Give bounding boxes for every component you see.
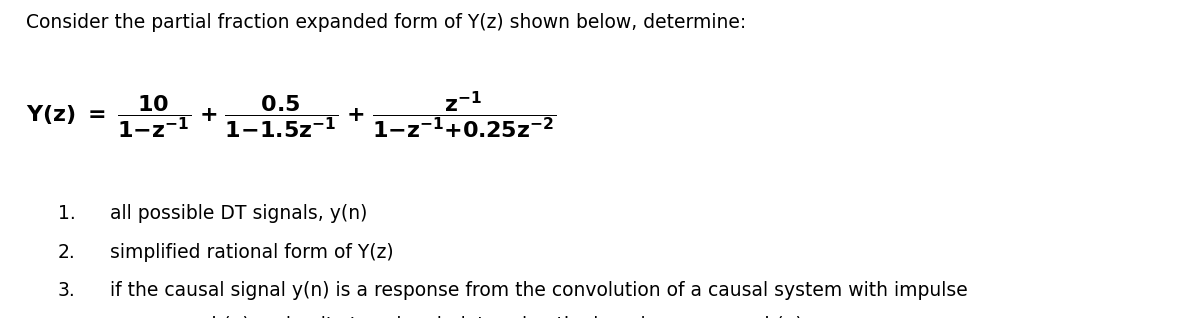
Text: 2.: 2. — [58, 243, 76, 262]
Text: $\mathbf{Y(z)}\ \mathbf{=}\ \dfrac{\mathbf{10}}{\mathbf{1{-}z^{-1}}}\ \mathbf{+}: $\mathbf{Y(z)}\ \mathbf{=}\ \dfrac{\math… — [26, 89, 557, 141]
Text: 1.: 1. — [58, 204, 76, 223]
Text: response h(n) and unit-step signal, determine the impulse response h(n): response h(n) and unit-step signal, dete… — [120, 316, 803, 318]
Text: all possible DT signals, y(n): all possible DT signals, y(n) — [110, 204, 367, 223]
Text: Consider the partial fraction expanded form of Y(z) shown below, determine:: Consider the partial fraction expanded f… — [26, 13, 746, 32]
Text: if the causal signal y(n) is a response from the convolution of a causal system : if the causal signal y(n) is a response … — [110, 281, 968, 301]
Text: simplified rational form of Y(z): simplified rational form of Y(z) — [110, 243, 394, 262]
Text: 3.: 3. — [58, 281, 76, 301]
